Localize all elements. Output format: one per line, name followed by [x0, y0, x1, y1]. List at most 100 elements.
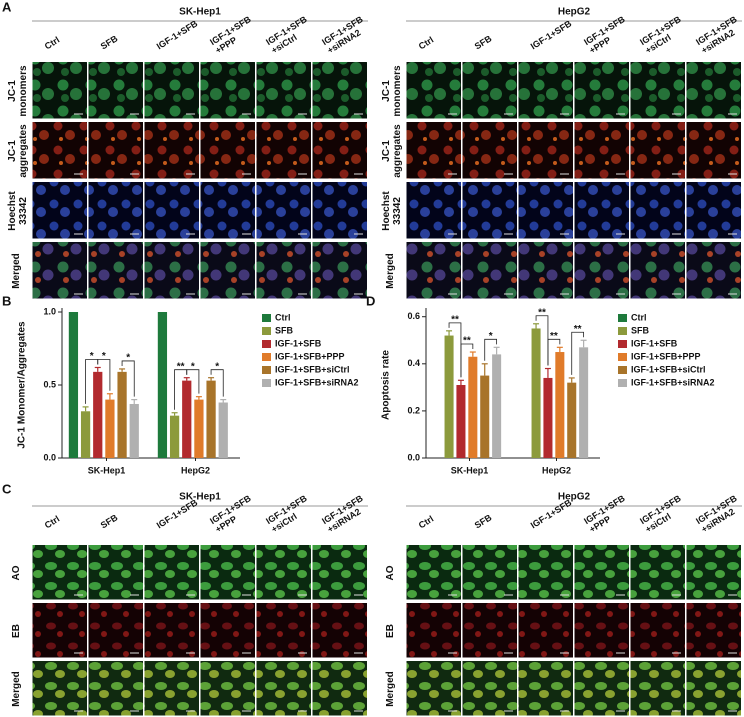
column-header: SFB [99, 33, 120, 51]
bar [157, 312, 168, 458]
row-label: Merged [385, 253, 396, 289]
significance-bracket [97, 359, 111, 391]
column-header-line: IGF-1+SFB [155, 18, 200, 51]
micrograph [88, 545, 143, 600]
micrograph [462, 182, 517, 239]
column-header-line: Ctrl [43, 35, 61, 52]
column-header: IGF-1+SFB+siRNA2 [694, 14, 744, 56]
legend-swatch [262, 379, 271, 387]
column-header: IGF-1+SFB+siCtrl [264, 14, 314, 56]
micrograph [312, 122, 367, 179]
row-label-line: Hoechst [7, 191, 18, 231]
micrograph [200, 62, 255, 119]
significance-label: ** [177, 361, 185, 372]
micrograph [406, 62, 461, 119]
y-axis-label: Apoptosis rate [381, 350, 392, 420]
error-bar [171, 412, 178, 416]
micrograph [686, 122, 741, 179]
legend-label: IGF-1+SFB+siRNA2 [275, 377, 359, 387]
y-tick-label: 0.0 [43, 452, 56, 462]
column-header: IGF-1+SFB+PPP [582, 14, 632, 56]
micrograph [32, 182, 87, 239]
column-header: IGF-1+SFB [529, 18, 574, 51]
bar [105, 399, 115, 458]
micrograph [518, 122, 573, 179]
micrograph [88, 62, 143, 119]
legend-swatch [618, 353, 627, 361]
column-header-line: IGF-1+SFB [155, 497, 200, 530]
micrograph [256, 182, 311, 239]
error-bar [457, 379, 464, 385]
row-label: JC-1monomers [7, 65, 29, 117]
row-label-line: EB [385, 624, 396, 638]
row-label-line: Merged [385, 253, 396, 289]
legend-swatch [262, 314, 271, 322]
row-label: EB [11, 624, 22, 638]
micrograph [32, 603, 87, 658]
micrograph [200, 182, 255, 239]
micrograph [406, 122, 461, 179]
micrograph [312, 62, 367, 119]
micrograph [256, 122, 311, 179]
column-header: IGF-1+SFB+siCtrl [638, 493, 688, 535]
micrograph [312, 242, 367, 299]
y-tick-label: 0.6 [407, 311, 420, 321]
micrograph [518, 182, 573, 239]
error-bar [446, 330, 453, 336]
micrograph [256, 242, 311, 299]
bar [93, 371, 103, 458]
legend-swatch [262, 340, 271, 348]
micrograph [518, 545, 573, 600]
row-label: Merged [11, 253, 22, 289]
micrograph [32, 545, 87, 600]
legend-swatch [618, 366, 627, 374]
bar [117, 371, 127, 458]
micrograph [200, 603, 255, 658]
significance-label: * [215, 361, 219, 372]
grid-title: HepG2 [558, 7, 591, 18]
micrograph [686, 603, 741, 658]
bar [218, 402, 228, 458]
bar [129, 403, 139, 458]
column-header: IGF-1+SFB [529, 497, 574, 530]
column-header-line: SFB [99, 33, 120, 51]
column-header-line: IGF-1+SFB [529, 497, 574, 530]
significance-label: * [191, 361, 195, 372]
legend-swatch [262, 366, 271, 374]
row-label: EB [385, 624, 396, 638]
bar [80, 411, 91, 458]
micrograph [312, 182, 367, 239]
row-label: Hoechst33342 [7, 191, 29, 231]
legend-label: IGF-1+SFB+PPP [631, 351, 701, 361]
micrograph [630, 122, 685, 179]
panel-label: B [2, 293, 11, 308]
micrograph [630, 603, 685, 658]
column-header: IGF-1+SFB [155, 18, 200, 51]
micrograph [144, 122, 199, 179]
bar [456, 385, 466, 458]
row-label-line: JC-1 [381, 140, 392, 162]
column-header: SFB [473, 512, 494, 530]
y-tick-label: 0.0 [407, 452, 420, 462]
micrograph [518, 603, 573, 658]
micrograph [200, 545, 255, 600]
error-bar [568, 377, 575, 383]
x-tick-label: SK-Hep1 [451, 465, 489, 475]
error-bar [544, 367, 551, 378]
row-label-line: EB [11, 624, 22, 638]
grid-title: SK-Hep1 [179, 7, 221, 18]
x-tick-label: HepG2 [181, 465, 210, 475]
micrograph [462, 603, 517, 658]
row-label-line: JC-1 [381, 80, 392, 102]
micrograph [686, 661, 741, 716]
row-label-line: 33342 [18, 197, 29, 225]
significance-label: ** [538, 307, 546, 318]
significance-bracket [186, 369, 200, 394]
bar [194, 399, 204, 458]
micrograph [518, 242, 573, 299]
row-label: AO [11, 565, 22, 580]
significance-label: ** [451, 314, 459, 325]
error-bar [493, 346, 500, 355]
legend-label: IGF-1+SFB [275, 338, 322, 348]
column-header-line: SFB [473, 512, 494, 530]
